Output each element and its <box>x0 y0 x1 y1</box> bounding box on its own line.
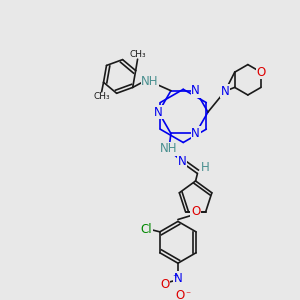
Text: NH: NH <box>141 75 159 88</box>
Text: O: O <box>175 289 184 300</box>
Text: H: H <box>201 161 209 174</box>
Text: O: O <box>160 278 169 291</box>
Text: ⁻: ⁻ <box>185 290 190 300</box>
Text: N: N <box>154 106 163 118</box>
Text: +: + <box>172 274 178 280</box>
Text: O: O <box>191 206 200 218</box>
Text: NH: NH <box>160 142 178 155</box>
Text: CH₃: CH₃ <box>129 50 146 59</box>
Text: N: N <box>191 84 200 97</box>
Text: N: N <box>174 272 182 285</box>
Text: N: N <box>178 155 187 169</box>
Text: CH₃: CH₃ <box>93 92 110 101</box>
Text: Cl: Cl <box>141 224 152 236</box>
Text: N: N <box>191 127 200 140</box>
Text: O: O <box>256 66 266 79</box>
Text: N: N <box>221 85 230 98</box>
